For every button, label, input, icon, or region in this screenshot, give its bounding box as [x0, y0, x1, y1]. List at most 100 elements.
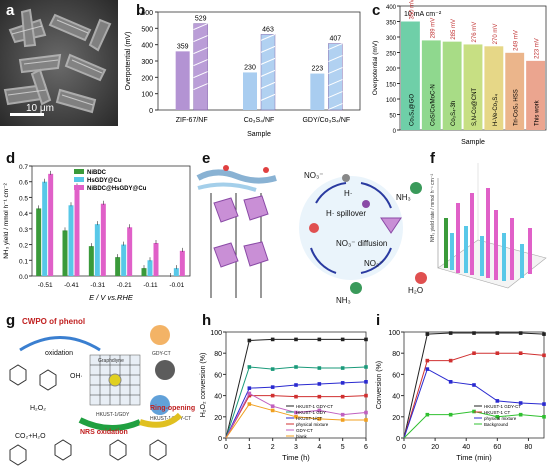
- d-bar: [36, 208, 42, 276]
- b-bar-hatch: [328, 103, 343, 110]
- chart-c-svg: 0 50 100 150 200 250 300 350 400 Overpotential (m…: [372, 0, 547, 146]
- c-bar-category: CoS/Co/MoC-N: [430, 84, 436, 126]
- c-bar: [484, 46, 504, 130]
- i-series-line: [403, 352, 545, 439]
- h-legend-label: HKUST-1 GDY: [296, 410, 326, 415]
- framework-structure: [196, 165, 277, 298]
- chart-i-svg: 0 20 40 60 80 100 0 20 40 60 80 Conversion (%) Time …: [376, 330, 546, 462]
- b-bar: [310, 73, 325, 110]
- c-bar: [442, 41, 462, 130]
- c-bar-category: Tri-CoS₂ HSS: [514, 89, 520, 126]
- h-legend-label: physical mixture: [296, 422, 329, 427]
- i-point: [425, 367, 430, 371]
- i-ytick-label: 80: [392, 351, 400, 358]
- i-point: [425, 412, 430, 417]
- d-xtick-label: -0.01: [169, 282, 184, 289]
- scale-bar-label: 10 μm: [26, 103, 54, 114]
- d-bar: [115, 257, 121, 276]
- h-point: [340, 412, 345, 417]
- h-point: [340, 366, 345, 370]
- b-ytick-label: 200: [141, 75, 153, 82]
- d-bar: [62, 230, 68, 276]
- b-value-label: 223: [311, 66, 323, 73]
- label-h2o: H₂O: [408, 286, 423, 295]
- i-point: [472, 331, 476, 335]
- h-point: [364, 410, 368, 415]
- d-bar: [153, 243, 159, 276]
- i-xtick-label: 40: [462, 444, 470, 451]
- c-bar-value-label: 223 mV: [535, 38, 541, 59]
- i-ytick-label: 40: [392, 394, 400, 401]
- b-category-label: ZIF-67/NF: [176, 117, 208, 124]
- h-point: [247, 393, 252, 398]
- h-ytick-label: 60: [214, 372, 222, 379]
- g-gdy-ct: GDY-CT: [152, 351, 171, 357]
- h-point: [270, 408, 275, 413]
- b-value-label: 463: [262, 26, 274, 33]
- d-bar: [179, 250, 185, 276]
- b-category-label: GDY/Co₃S₄/NF: [302, 117, 350, 124]
- h-point: [364, 393, 368, 398]
- c-bar-value-label: 276 mV: [472, 22, 478, 43]
- i-point: [518, 331, 523, 335]
- d-legend-label: NiBDC@HsGDY@Cu: [87, 186, 147, 192]
- panel-label-g: g: [6, 312, 16, 329]
- b-bar-hatch: [328, 79, 343, 86]
- sem-texture: [0, 0, 118, 126]
- d-bar: [121, 244, 127, 276]
- c-bar-value-label: 249 mV: [514, 30, 520, 51]
- d-bar: [42, 181, 48, 276]
- b-bar-hatch: [328, 55, 343, 62]
- i-point: [542, 353, 546, 358]
- h-point: [317, 394, 322, 399]
- h-ytick-label: 80: [214, 351, 222, 358]
- i-point: [425, 358, 430, 363]
- i-point: [472, 383, 476, 387]
- d-legend-swatch: [74, 169, 84, 174]
- d-xtick-label: -0.21: [117, 282, 132, 289]
- b-ytick-label: 100: [141, 92, 153, 99]
- d-ytick-label: 0.7: [19, 164, 28, 171]
- h-point: [270, 337, 275, 342]
- d-bar: [88, 246, 94, 276]
- h-point: [364, 380, 368, 384]
- d-bar: [68, 205, 74, 276]
- b-bar-hatch: [260, 45, 276, 53]
- b-bar: [243, 72, 257, 110]
- h-point: [317, 337, 322, 342]
- h-ytick-label: 20: [214, 415, 222, 422]
- c-ytick-label: 0: [393, 129, 397, 135]
- panel-i-chart: i 0 20 40 60 80 100 0 20 40 60 80 Conversion (%) Tim…: [372, 310, 550, 467]
- b-value-label: 407: [329, 36, 341, 43]
- d-legend-swatch: [74, 185, 84, 190]
- i-xtick-label: 80: [525, 444, 533, 451]
- c-bar-value-label: 285 mV: [451, 19, 457, 40]
- f-bars: [444, 188, 532, 281]
- c-bar-category: Co₃S₄@GO: [409, 94, 415, 126]
- h-point: [364, 337, 368, 342]
- b-ytick-label: 600: [141, 10, 153, 17]
- b-ylabel: Overpotential (mV): [125, 32, 132, 91]
- i-xtick-label: 0: [402, 444, 406, 451]
- b-bar: [175, 51, 190, 110]
- g-nrs: NRS oxidation: [80, 429, 128, 436]
- i-ylabel: Conversion (%): [376, 361, 383, 409]
- h-xtick-label: 6: [364, 444, 368, 451]
- label-no3-top: NO₃⁻: [304, 171, 323, 180]
- g-molecules: [9, 364, 72, 466]
- label-nh3-bottom: NH₃: [336, 296, 351, 305]
- h-legend-label: HKUST-1/CT: [296, 416, 323, 421]
- panel-f-chart: f NH₃ yield rate / mmol h⁻¹ cm⁻²: [428, 148, 550, 306]
- g-h2o2: H₂O₂: [30, 405, 46, 412]
- d-ytick-label: 0.0: [19, 274, 28, 281]
- h-xtick-label: 2: [271, 444, 275, 451]
- f-axis-label: NH₃ yield rate / mmol h⁻¹ cm⁻²: [430, 174, 436, 242]
- c-ytick-label: 350: [386, 21, 397, 27]
- panel-label-f: f: [430, 150, 435, 167]
- i-point: [448, 331, 453, 335]
- i-point: [542, 332, 546, 336]
- h-point: [317, 417, 322, 421]
- g-graphdiyne: Graphdiyne: [98, 358, 124, 364]
- h-point: [247, 338, 252, 343]
- i-point: [542, 415, 546, 419]
